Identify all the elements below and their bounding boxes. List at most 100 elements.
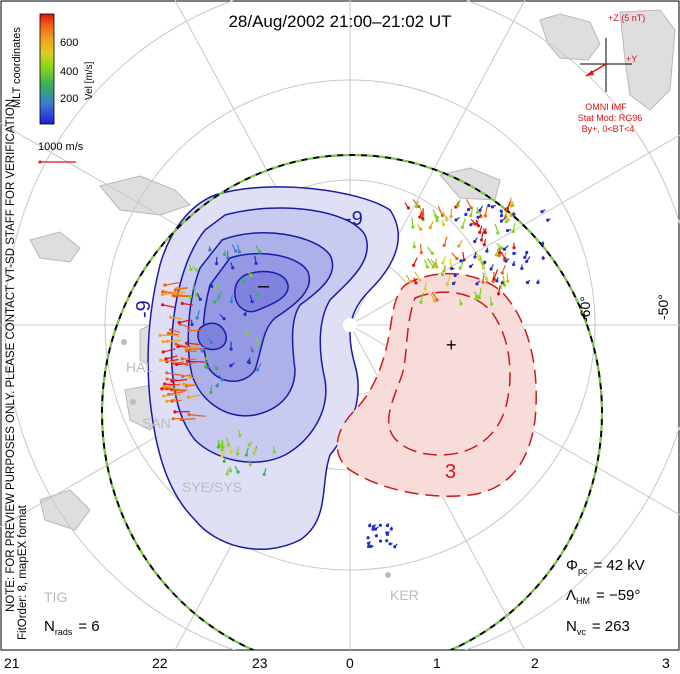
vector-origin bbox=[215, 285, 219, 290]
vector-origin bbox=[478, 230, 482, 234]
vector-origin bbox=[502, 247, 506, 251]
vector-origin bbox=[176, 344, 180, 349]
vector-origin bbox=[469, 206, 473, 210]
vector-origin bbox=[254, 293, 259, 298]
vector-origin bbox=[229, 300, 233, 304]
vector-origin bbox=[229, 450, 233, 454]
vector-origin bbox=[272, 450, 276, 454]
vector-origin bbox=[226, 256, 230, 260]
vector-origin bbox=[435, 218, 439, 223]
contour-label-neg2: -9 bbox=[133, 300, 155, 318]
vector-origin bbox=[481, 266, 486, 270]
velocity-vector bbox=[166, 372, 184, 377]
vector-origin bbox=[366, 536, 370, 540]
vector-origin bbox=[476, 215, 480, 219]
vector-origin bbox=[433, 299, 437, 303]
vector-origin bbox=[182, 382, 186, 386]
vector-origin bbox=[159, 358, 163, 362]
vector-origin bbox=[503, 283, 507, 287]
velocity-vector bbox=[465, 199, 472, 209]
vector-origin bbox=[449, 214, 453, 219]
vector-origin bbox=[210, 284, 214, 289]
fit-order: FitOrder: 8, mapEX format bbox=[17, 504, 29, 640]
vector-origin bbox=[166, 331, 170, 335]
vector-origin bbox=[500, 271, 504, 275]
vector-origin bbox=[466, 207, 471, 212]
vector-origin bbox=[499, 213, 504, 218]
vector-origin bbox=[440, 273, 445, 277]
vector-origin bbox=[520, 266, 524, 271]
vector-origin bbox=[464, 212, 468, 217]
velocity-vector bbox=[420, 292, 424, 303]
velocity-vector bbox=[162, 291, 175, 294]
vector-origin bbox=[162, 384, 166, 388]
vector-origin bbox=[541, 242, 545, 246]
preview-note: NOTE: FOR PREVIEW PURPOSES ONLY. PLEASE … bbox=[5, 96, 17, 612]
velocity-vector bbox=[163, 385, 179, 390]
vector-origin bbox=[185, 362, 189, 367]
station-ker: KER bbox=[390, 587, 419, 603]
vector-origin bbox=[421, 216, 425, 220]
vector-origin bbox=[170, 399, 174, 403]
vector-origin bbox=[388, 542, 392, 546]
vector-origin bbox=[378, 523, 382, 527]
vector-origin bbox=[393, 545, 397, 549]
velocity-vector bbox=[163, 394, 181, 397]
vector-origin bbox=[179, 418, 183, 422]
vector-origin bbox=[456, 204, 460, 208]
velocity-vector bbox=[189, 376, 200, 379]
velocity-vector bbox=[163, 340, 174, 343]
vector-origin bbox=[170, 379, 174, 383]
latitude-label-60: -60° bbox=[577, 296, 593, 322]
vector-origin bbox=[222, 459, 226, 463]
vector-origin bbox=[374, 534, 379, 538]
maximum-marker: + bbox=[446, 335, 457, 355]
negative-potential-cell bbox=[147, 186, 399, 551]
velocity-vector bbox=[504, 209, 510, 221]
vector-origin bbox=[412, 263, 416, 267]
vector-origin bbox=[194, 268, 199, 272]
fit-statistics: Φpc = 42 kV ΛHM = −59° Nvc = 263 Nrads = 6 bbox=[44, 557, 645, 637]
vector-origin bbox=[192, 286, 196, 291]
vector-origin bbox=[218, 443, 222, 448]
velocity-vector bbox=[160, 359, 178, 363]
velocity-vector bbox=[414, 271, 421, 281]
vector-origin bbox=[175, 362, 179, 366]
vector-origin bbox=[525, 259, 529, 264]
positive-potential-cell bbox=[336, 272, 537, 498]
vector-origin bbox=[525, 280, 530, 285]
vector-origin bbox=[458, 266, 462, 270]
svg-text:Nvc= 263: Nvc = 263 bbox=[566, 618, 630, 637]
vector-origin bbox=[215, 261, 219, 266]
vector-origin bbox=[512, 262, 516, 267]
latitude-label-50: -50° bbox=[655, 294, 671, 320]
vector-origin bbox=[419, 251, 423, 255]
vector-origin bbox=[222, 317, 226, 321]
vector-origin bbox=[163, 283, 167, 287]
vector-origin bbox=[204, 365, 208, 369]
vector-origin bbox=[445, 218, 449, 222]
vector-origin bbox=[495, 279, 499, 283]
vector-origin bbox=[160, 292, 165, 297]
contour-label-neg: -9 bbox=[345, 208, 363, 230]
vector-origin bbox=[183, 346, 187, 350]
vector-origin bbox=[385, 539, 389, 543]
vector-origin bbox=[245, 332, 249, 336]
vector-origin bbox=[546, 218, 550, 222]
vector-origin bbox=[213, 300, 217, 304]
vector-origin bbox=[366, 545, 371, 549]
vector-origin bbox=[369, 544, 373, 548]
vector-origin bbox=[368, 524, 372, 528]
vector-origin bbox=[254, 261, 258, 266]
vector-origin bbox=[478, 208, 482, 212]
vector-origin bbox=[250, 349, 254, 353]
coord-label: MLT coordinates bbox=[11, 27, 23, 108]
vector-origin bbox=[173, 288, 178, 292]
vector-origin bbox=[244, 453, 248, 457]
heppner-maynard-boundary-dash bbox=[101, 154, 603, 650]
vector-origin bbox=[210, 340, 214, 344]
vector-origin bbox=[482, 243, 486, 247]
mlt-tick-0: 0 bbox=[346, 655, 354, 671]
vector-origin bbox=[165, 399, 169, 403]
vector-origin bbox=[490, 205, 495, 209]
